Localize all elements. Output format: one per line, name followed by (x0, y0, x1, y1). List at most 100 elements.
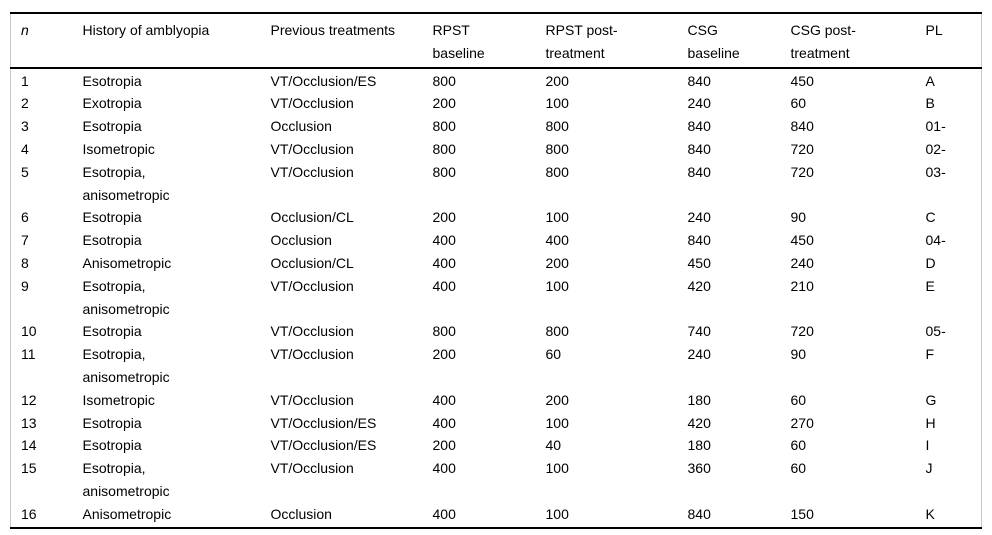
cell-csg_baseline: 840 (687, 505, 711, 522)
cell-rpst_post_treatment: 800 (545, 140, 569, 157)
cell-rpst_post_treatment: 200 (545, 254, 569, 271)
cell-n: 16 (21, 505, 37, 522)
table-header: n History of amblyopia Previous treatmen… (10, 13, 982, 68)
cell-rpst_baseline: 800 (432, 163, 456, 180)
cell-rpst_baseline: 800 (432, 140, 456, 157)
header-row: n History of amblyopia Previous treatmen… (10, 13, 982, 68)
cell-previous_treatments: VT/Occlusion/ES (270, 414, 377, 431)
cell-history_of_amblyopia: Esotropia (82, 414, 142, 431)
cell-rpst_post_treatment: 800 (545, 323, 569, 340)
cell-rpst_post_treatment: 100 (545, 414, 569, 431)
cell-csg_post_treatment: 450 (790, 72, 814, 89)
cell-csg_baseline: 840 (687, 118, 711, 135)
cell-history_of_amblyopia: Isometropic (82, 391, 155, 408)
cell-n: 10 (21, 323, 37, 340)
cell-pl: F (925, 346, 935, 363)
cell-previous_treatments: VT/Occlusion/ES (270, 437, 377, 454)
table-row: 16 Anisometropic Occlusion 400 100 840 150 K (11, 503, 982, 528)
table-row: 8 Anisometropic Occlusion/CL 400 200 450 240 D (11, 252, 982, 275)
cell-pl: J (925, 460, 933, 477)
cell-n: 14 (21, 437, 37, 454)
column-header-history: History of amblyopia (82, 22, 210, 38)
cell-csg_post_treatment: 60 (790, 95, 807, 112)
cell-rpst_post_treatment: 200 (545, 391, 569, 408)
cell-rpst_post_treatment: 100 (545, 460, 569, 477)
table-row: 15 Esotropia, anisometropic VT/Occlusion 40… (11, 457, 982, 503)
cell-previous_treatments: Occlusion (270, 505, 332, 522)
cell-rpst_post_treatment: 800 (545, 163, 569, 180)
cell-csg_baseline: 360 (687, 460, 711, 477)
cell-rpst_post_treatment: 400 (545, 232, 569, 249)
table-row: 7 Esotropia Occlusion 400 400 840 450 04- (11, 229, 982, 252)
cell-history_of_amblyopia: Esotropia, anisometropic (82, 460, 170, 499)
cell-rpst_post_treatment: 100 (545, 95, 569, 112)
cell-previous_treatments: Occlusion (270, 232, 332, 249)
cell-previous_treatments: VT/Occlusion (270, 140, 354, 157)
cell-rpst_post_treatment: 40 (545, 437, 562, 454)
table-body: 1 Esotropia VT/Occlusion/ES 800 200 840 450 A 2 E… (11, 68, 982, 528)
cell-csg_baseline: 180 (687, 391, 711, 408)
cell-csg_baseline: 420 (687, 277, 711, 294)
cell-rpst_baseline: 200 (432, 209, 456, 226)
cell-rpst_baseline: 800 (432, 118, 456, 135)
cell-history_of_amblyopia: Esotropia (82, 72, 142, 89)
cell-previous_treatments: Occlusion/CL (270, 209, 354, 226)
column-header-csg-post-treatment: CSG post- treatment (790, 22, 856, 61)
cell-csg_post_treatment: 60 (790, 437, 807, 454)
cell-pl: A (925, 72, 935, 89)
cell-rpst_post_treatment: 60 (545, 346, 562, 363)
cell-pl: 03- (925, 163, 946, 180)
cell-csg_post_treatment: 60 (790, 391, 807, 408)
column-header-csg-baseline: CSG baseline (687, 22, 740, 61)
cell-pl: G (925, 391, 937, 408)
cell-rpst_post_treatment: 200 (545, 72, 569, 89)
cell-csg_post_treatment: 450 (790, 232, 814, 249)
cell-rpst_baseline: 400 (432, 505, 456, 522)
cell-history_of_amblyopia: Esotropia (82, 209, 142, 226)
cell-history_of_amblyopia: Esotropia (82, 437, 142, 454)
table-row: 1 Esotropia VT/Occlusion/ES 800 200 840 450 A (11, 68, 982, 93)
cell-pl: D (925, 254, 936, 271)
column-header-n: n (21, 22, 29, 38)
cell-rpst_baseline: 400 (432, 232, 456, 249)
cell-n: 9 (21, 277, 29, 294)
cell-previous_treatments: VT/Occlusion (270, 95, 354, 112)
cell-csg_baseline: 240 (687, 95, 711, 112)
cell-rpst_post_treatment: 100 (545, 209, 569, 226)
cell-csg_post_treatment: 720 (790, 140, 814, 157)
cell-rpst_baseline: 800 (432, 323, 456, 340)
cell-csg_post_treatment: 720 (790, 163, 814, 180)
cell-history_of_amblyopia: Esotropia (82, 232, 142, 249)
cell-previous_treatments: Occlusion (270, 118, 332, 135)
cell-n: 5 (21, 163, 29, 180)
cell-history_of_amblyopia: Esotropia (82, 323, 142, 340)
cell-history_of_amblyopia: Esotropia, anisometropic (82, 163, 170, 203)
patient-data-table: n History of amblyopia Previous treatmen… (10, 12, 982, 529)
cell-rpst_post_treatment: 100 (545, 505, 569, 522)
cell-csg_post_treatment: 240 (790, 254, 814, 271)
cell-previous_treatments: VT/Occlusion/ES (270, 72, 377, 89)
cell-csg_post_treatment: 210 (790, 277, 814, 294)
cell-rpst_post_treatment: 100 (545, 277, 569, 294)
cell-history_of_amblyopia: Esotropia (82, 118, 142, 135)
cell-history_of_amblyopia: Isometropic (82, 140, 155, 157)
cell-csg_baseline: 840 (687, 140, 711, 157)
cell-rpst_baseline: 400 (432, 391, 456, 408)
cell-pl: B (925, 95, 935, 112)
cell-csg_baseline: 840 (687, 72, 711, 89)
cell-pl: 05- (925, 323, 946, 340)
cell-rpst_baseline: 200 (432, 346, 456, 363)
cell-previous_treatments: VT/Occlusion (270, 323, 354, 340)
cell-history_of_amblyopia: Esotropia, anisometropic (82, 277, 170, 317)
cell-previous_treatments: VT/Occlusion (270, 391, 354, 408)
cell-rpst_baseline: 400 (432, 277, 456, 294)
cell-rpst_baseline: 200 (432, 437, 456, 454)
column-header-rpst-post-treatment: RPST post- treatment (545, 22, 618, 61)
table-row: 3 Esotropia Occlusion 800 800 840 840 01- (11, 115, 982, 138)
cell-n: 3 (21, 118, 29, 135)
cell-pl: E (925, 277, 935, 294)
cell-rpst_baseline: 400 (432, 460, 456, 477)
cell-csg_post_treatment: 90 (790, 209, 807, 226)
cell-csg_baseline: 240 (687, 209, 711, 226)
cell-csg_baseline: 840 (687, 232, 711, 249)
